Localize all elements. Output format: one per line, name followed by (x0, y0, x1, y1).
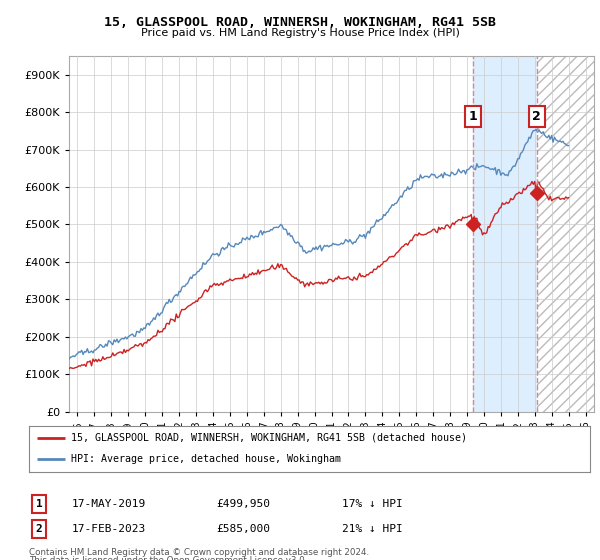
Bar (473, 56, 537, 412)
Bar (537, 56, 594, 412)
Text: 17-FEB-2023: 17-FEB-2023 (72, 524, 146, 534)
Text: Price paid vs. HM Land Registry's House Price Index (HPI): Price paid vs. HM Land Registry's House … (140, 28, 460, 38)
Text: 1: 1 (35, 499, 43, 509)
Text: Contains HM Land Registry data © Crown copyright and database right 2024.: Contains HM Land Registry data © Crown c… (29, 548, 369, 557)
Text: 2: 2 (532, 110, 541, 123)
Text: £585,000: £585,000 (216, 524, 270, 534)
Text: 17-MAY-2019: 17-MAY-2019 (72, 499, 146, 509)
Text: 15, GLASSPOOL ROAD, WINNERSH, WOKINGHAM, RG41 5SB (detached house): 15, GLASSPOOL ROAD, WINNERSH, WOKINGHAM,… (71, 433, 467, 443)
Bar (537, 56, 594, 412)
Text: 2: 2 (35, 524, 43, 534)
Text: 17% ↓ HPI: 17% ↓ HPI (342, 499, 403, 509)
Text: This data is licensed under the Open Government Licence v3.0.: This data is licensed under the Open Gov… (29, 556, 307, 560)
Text: 15, GLASSPOOL ROAD, WINNERSH, WOKINGHAM, RG41 5SB: 15, GLASSPOOL ROAD, WINNERSH, WOKINGHAM,… (104, 16, 496, 29)
Text: HPI: Average price, detached house, Wokingham: HPI: Average price, detached house, Woki… (71, 454, 341, 464)
Text: 21% ↓ HPI: 21% ↓ HPI (342, 524, 403, 534)
Text: £499,950: £499,950 (216, 499, 270, 509)
Text: 1: 1 (469, 110, 478, 123)
